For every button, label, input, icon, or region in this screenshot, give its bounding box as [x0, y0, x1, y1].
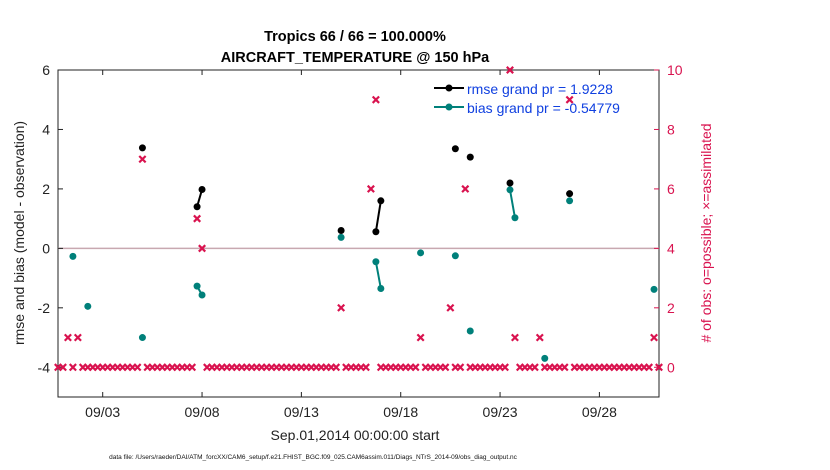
rmse-point — [506, 179, 514, 187]
x-tick-label: 09/18 — [383, 404, 418, 420]
y-right-tick-label: 4 — [667, 240, 675, 256]
obs-count-marker — [411, 363, 420, 372]
y-right-tick-label: 10 — [667, 62, 683, 78]
bias-point — [69, 252, 77, 260]
y-axis-left-label: rmse and bias (model - observation) — [11, 121, 27, 345]
x-tick-label: 09/08 — [185, 404, 220, 420]
obs-count-marker — [371, 95, 380, 104]
obs-count-marker — [332, 363, 341, 372]
legend-bias-label: bias grand pr = -0.54779 — [467, 100, 620, 116]
obs-count-marker — [337, 303, 346, 312]
y-right-tick-label: 6 — [667, 181, 675, 197]
bias-point — [511, 214, 519, 222]
bias-point — [541, 354, 549, 362]
obs-count-marker — [193, 214, 202, 223]
rmse-point — [138, 144, 146, 152]
obs-count-marker — [198, 244, 207, 253]
rmse-line-segment — [374, 200, 382, 232]
obs-count-marker — [510, 333, 519, 342]
legend: rmse grand pr = 1.9228 bias grand pr = -… — [434, 81, 620, 116]
y-right-tick-label: 2 — [667, 300, 675, 316]
bias-point — [84, 302, 92, 310]
rmse-point — [566, 190, 574, 198]
footer-note: data file: /Users/raeder/DAI/ATM_forcXX/… — [109, 454, 518, 461]
bias-point — [417, 249, 425, 257]
obs-count-marker — [361, 363, 370, 372]
y-left-tick-label: -4 — [38, 359, 51, 375]
bias-point — [650, 285, 658, 293]
obs-count-marker — [461, 184, 470, 193]
legend-bias-marker — [445, 103, 453, 111]
bias-point — [566, 197, 574, 205]
bias-line-segment — [374, 261, 382, 289]
bias-point — [466, 327, 474, 335]
rmse-point — [372, 228, 380, 236]
bias-point — [198, 291, 206, 299]
obs-count-marker — [535, 333, 544, 342]
obs-count-marker — [441, 363, 450, 372]
legend-rmse-label: rmse grand pr = 1.9228 — [467, 81, 613, 97]
obs-count-marker — [446, 303, 455, 312]
obs-count-marker — [456, 363, 465, 372]
y-right-tick-label: 0 — [667, 359, 675, 375]
obs-count-marker — [645, 363, 654, 372]
obs-count-marker — [188, 363, 197, 372]
obs-count-marker — [73, 333, 82, 342]
obs-count-marker — [650, 333, 659, 342]
obs-count-marker — [58, 363, 67, 372]
bias-point — [372, 258, 380, 266]
bias-point — [138, 334, 146, 342]
obs-count-marker — [68, 363, 77, 372]
y-left-tick-label: 4 — [42, 121, 50, 137]
obs-count-marker — [416, 333, 425, 342]
rmse-point — [377, 197, 385, 205]
y-axis-right-label: # of obs: o=possible; ×=assimilated — [698, 123, 714, 342]
bias-point — [337, 233, 345, 241]
x-tick-label: 09/03 — [85, 404, 120, 420]
x-axis-label: Sep.01,2014 00:00:00 start — [271, 427, 440, 443]
bias-point — [451, 252, 459, 260]
rmse-point — [198, 186, 206, 194]
legend-rmse-marker — [445, 84, 453, 92]
y-right-tick-label: 8 — [667, 121, 675, 137]
rmse-point — [451, 145, 459, 153]
y-left-tick-label: -2 — [38, 300, 51, 316]
x-tick-label: 09/13 — [284, 404, 319, 420]
obs-count-marker — [506, 66, 514, 74]
obs-count-marker — [560, 363, 569, 372]
obs-count-marker — [655, 363, 663, 372]
rmse-point — [337, 227, 345, 235]
obs-count-marker — [501, 363, 510, 372]
bias-point — [506, 186, 514, 194]
rmse-point — [466, 153, 474, 161]
x-tick-label: 09/28 — [582, 404, 617, 420]
obs-count-marker — [133, 363, 142, 372]
y-left-tick-label: 0 — [42, 240, 50, 256]
chart-title-line2: AIRCRAFT_TEMPERATURE @ 150 hPa — [221, 50, 490, 66]
obs-count-marker — [366, 184, 375, 193]
obs-count-marker — [565, 95, 574, 104]
bias-line-segment — [509, 189, 516, 218]
bias-point — [193, 282, 201, 290]
rmse-point — [193, 203, 201, 211]
obs-count-marker — [63, 333, 72, 342]
plot-area — [57, 69, 660, 398]
chart-title-line1: Tropics 66 / 66 = 100.000% — [264, 29, 446, 45]
x-tick-label: 09/23 — [483, 404, 518, 420]
obs-count-marker — [530, 363, 539, 372]
y-left-tick-label: 6 — [42, 62, 50, 78]
bias-point — [377, 284, 385, 292]
y-left-tick-label: 2 — [42, 181, 50, 197]
obs-count-marker — [138, 155, 147, 164]
